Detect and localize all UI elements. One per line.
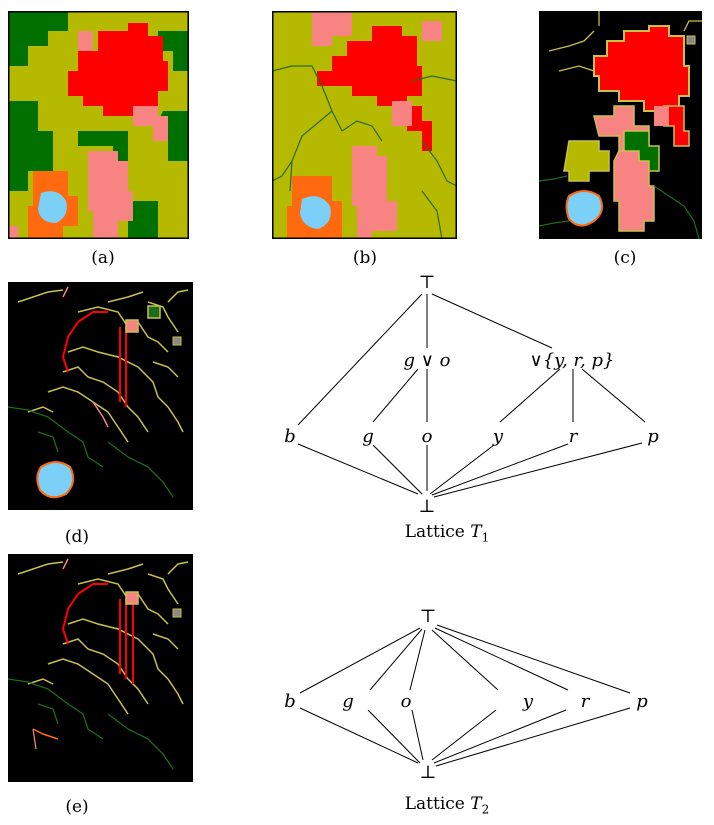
segmentation-image-d	[8, 282, 193, 510]
caption-b: (b)	[352, 248, 378, 268]
lattice-t1-caption-text: Lattice	[404, 522, 471, 542]
lattice-t1-bottom: ⊥	[419, 496, 436, 517]
lattice-t2-top: ⊤	[420, 606, 437, 627]
lattice-t2-diagram: ⊤ b g o y r p ⊥	[284, 606, 648, 783]
lattice-t1-atom-p: p	[647, 426, 659, 447]
lattice-t2-caption: Lattice T2	[377, 794, 517, 816]
segmentation-image-c	[539, 11, 702, 239]
lattice-t2-caption-sub: 2	[481, 802, 490, 817]
lattice-t1-top: ⊤	[419, 272, 436, 293]
lattice-t2-atom-g: g	[342, 691, 354, 712]
lattice-t1-join-go: g ∨ o	[404, 350, 451, 371]
lattice-t1-atom-b: b	[284, 426, 296, 447]
lattice-t2-edges	[299, 624, 631, 767]
segmentation-image-b	[272, 11, 457, 239]
panel-a	[8, 11, 189, 239]
lattice-t1-atom-g: g	[362, 426, 374, 447]
panel-c	[539, 11, 702, 239]
panel-d	[8, 282, 193, 510]
segmentation-image-e	[8, 554, 193, 782]
lattice-t1-join-yrp: ∨{y, r, p}	[530, 350, 615, 371]
caption-a: (a)	[91, 248, 115, 268]
lattice-t2-atom-b: b	[284, 691, 296, 712]
lattice-t2-atom-o: o	[401, 691, 412, 712]
lattice-t1-atom-r: r	[569, 426, 579, 447]
lattice-t2-atom-p: p	[636, 691, 648, 712]
lattice-t1-atom-y: y	[492, 426, 504, 447]
lattice-t2-atom-y: y	[522, 691, 534, 712]
lattice-t1-edges	[297, 293, 646, 498]
caption-d: (d)	[64, 527, 90, 547]
lattice-t1-caption: Lattice T1	[377, 522, 517, 544]
lattice-t2-bottom: ⊥	[420, 762, 437, 783]
lattice-t2-atom-r: r	[581, 691, 591, 712]
lattice-t1-diagram: ⊤ g ∨ o ∨{y, r, p} b g o y r p ⊥	[284, 272, 659, 517]
segmentation-image-a	[8, 11, 189, 239]
panel-e	[8, 554, 193, 782]
caption-c: (c)	[613, 248, 637, 268]
lattice-t2-caption-text: Lattice	[404, 794, 471, 814]
lattice-t1-atom-o: o	[422, 426, 433, 447]
lattice-t2-caption-var: T	[470, 794, 482, 814]
lattice-t1-caption-sub: 1	[481, 530, 490, 545]
panel-b	[272, 11, 457, 239]
lattice-t1-caption-var: T	[470, 522, 482, 542]
caption-e: (e)	[65, 797, 89, 817]
